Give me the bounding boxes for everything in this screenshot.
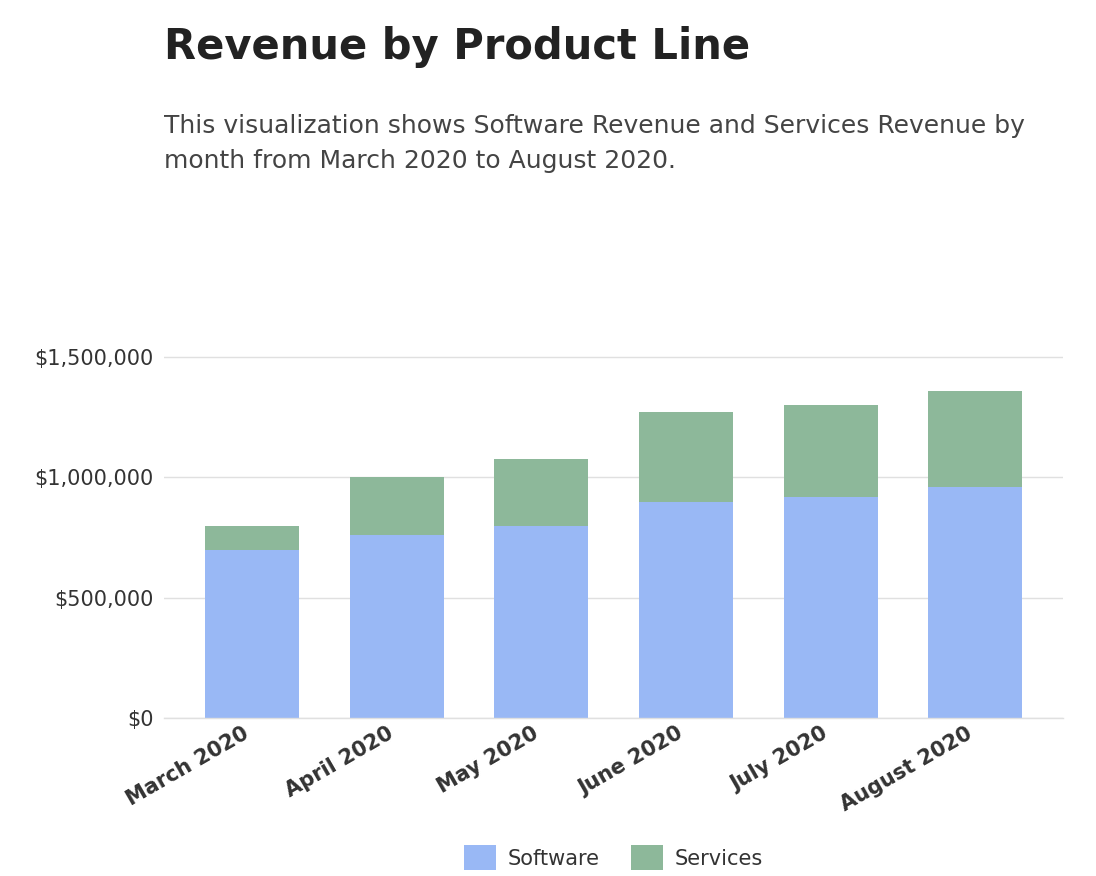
Bar [494,526,589,718]
Bar [928,487,1023,718]
Bar [494,459,589,526]
Bar [205,526,299,550]
Bar [350,477,444,535]
Bar [784,497,878,718]
Legend: Software, Services: Software, Services [456,837,772,876]
Bar [639,413,733,501]
Bar [205,550,299,718]
Text: This visualization shows Software Revenue and Services Revenue by
month from Mar: This visualization shows Software Revenu… [164,114,1025,173]
Bar [928,391,1023,487]
Bar [784,405,878,497]
Bar [350,535,444,718]
Text: Revenue by Product Line: Revenue by Product Line [164,26,751,68]
Bar [639,501,733,718]
